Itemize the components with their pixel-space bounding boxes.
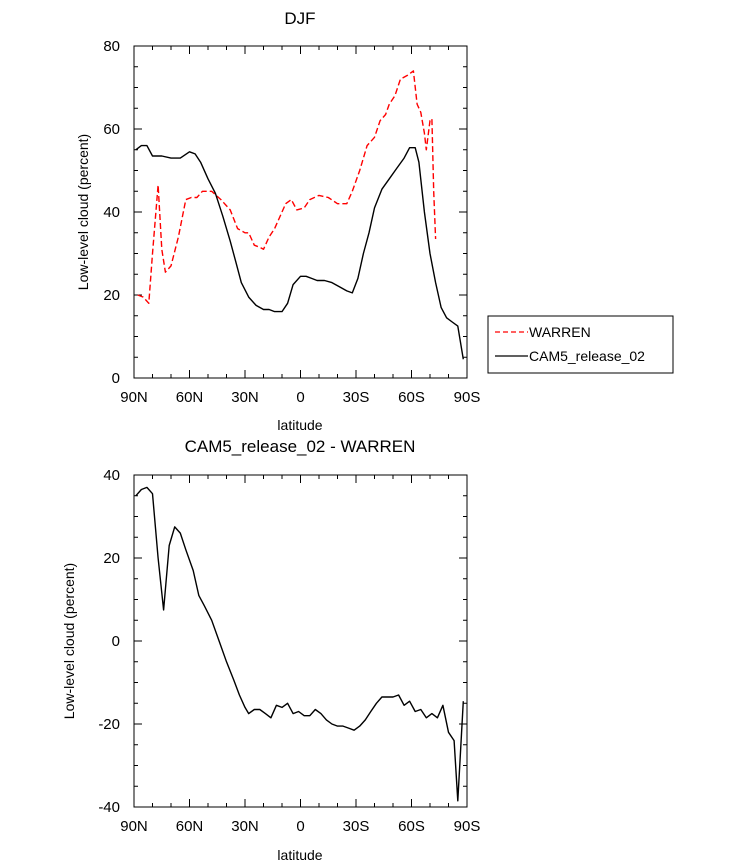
bottom-y-tick-label: -20 — [98, 716, 120, 733]
top-ticks — [133, 45, 468, 379]
top-series — [135, 70, 464, 360]
legend-label-cam5: CAM5_release_02 — [529, 348, 645, 364]
bottom-chart: CAM5_release_02 - WARREN -40 -20 0 20 40 90N… — [61, 437, 480, 863]
bottom-plot-frame — [133, 474, 468, 808]
top-x-tick-label: 60N — [176, 389, 204, 406]
top-y-tick-label: 20 — [103, 287, 120, 304]
top-x-tick-label: 90S — [454, 389, 481, 406]
top-y-axis-label: Low-level cloud (percent) — [75, 134, 91, 290]
top-y-tick-label: 80 — [103, 38, 120, 55]
top-x-tick-label: 30S — [343, 389, 370, 406]
bottom-x-tick-label: 60S — [398, 818, 425, 835]
legend-box — [487, 315, 674, 374]
top-x-tick-label: 30N — [231, 389, 259, 406]
top-y-tick-label: 0 — [112, 370, 120, 387]
bottom-y-tick-labels: -40 -20 0 20 40 — [98, 467, 120, 816]
bottom-x-tick-labels: 90N 60N 30N 0 30S 60S 90S — [120, 818, 480, 835]
legend: WARREN CAM5_release_02 — [487, 315, 674, 374]
legend-label-warren: WARREN — [529, 324, 591, 340]
top-y-tick-label: 60 — [103, 121, 120, 138]
top-chart-title: DJF — [284, 9, 315, 28]
top-x-tick-label: 90N — [120, 389, 148, 406]
bottom-x-tick-label: 30N — [231, 818, 259, 835]
top-series-line-cam5-release-02 — [135, 144, 464, 360]
bottom-y-axis-label: Low-level cloud (percent) — [61, 563, 77, 719]
bottom-chart-title: CAM5_release_02 - WARREN — [185, 437, 416, 456]
bottom-y-tick-label: -40 — [98, 799, 120, 816]
bottom-y-tick-label: 40 — [103, 467, 120, 484]
top-x-tick-labels: 90N 60N 30N 0 30S 60S 90S — [120, 389, 480, 406]
top-x-tick-label: 60S — [398, 389, 425, 406]
top-y-tick-labels: 0 20 40 60 80 — [103, 38, 120, 387]
top-x-axis-label: latitude — [277, 417, 322, 433]
bottom-x-axis-label: latitude — [277, 847, 322, 863]
bottom-y-tick-label: 20 — [103, 550, 120, 567]
bottom-ticks — [133, 474, 468, 808]
top-chart: DJF 0 20 40 60 80 90N 60N 30N 0 30S 60S 90S latitu… — [75, 9, 480, 433]
bottom-series-line-difference — [135, 486, 464, 802]
bottom-x-tick-label: 90S — [454, 818, 481, 835]
top-x-tick-label: 0 — [296, 389, 304, 406]
bottom-series — [135, 486, 464, 802]
bottom-y-tick-label: 0 — [112, 633, 120, 650]
top-series-line-warren — [137, 70, 437, 304]
bottom-x-tick-label: 90N — [120, 818, 148, 835]
bottom-x-tick-label: 60N — [176, 818, 204, 835]
bottom-x-tick-label: 30S — [343, 818, 370, 835]
top-y-tick-label: 40 — [103, 204, 120, 221]
bottom-x-tick-label: 0 — [296, 818, 304, 835]
